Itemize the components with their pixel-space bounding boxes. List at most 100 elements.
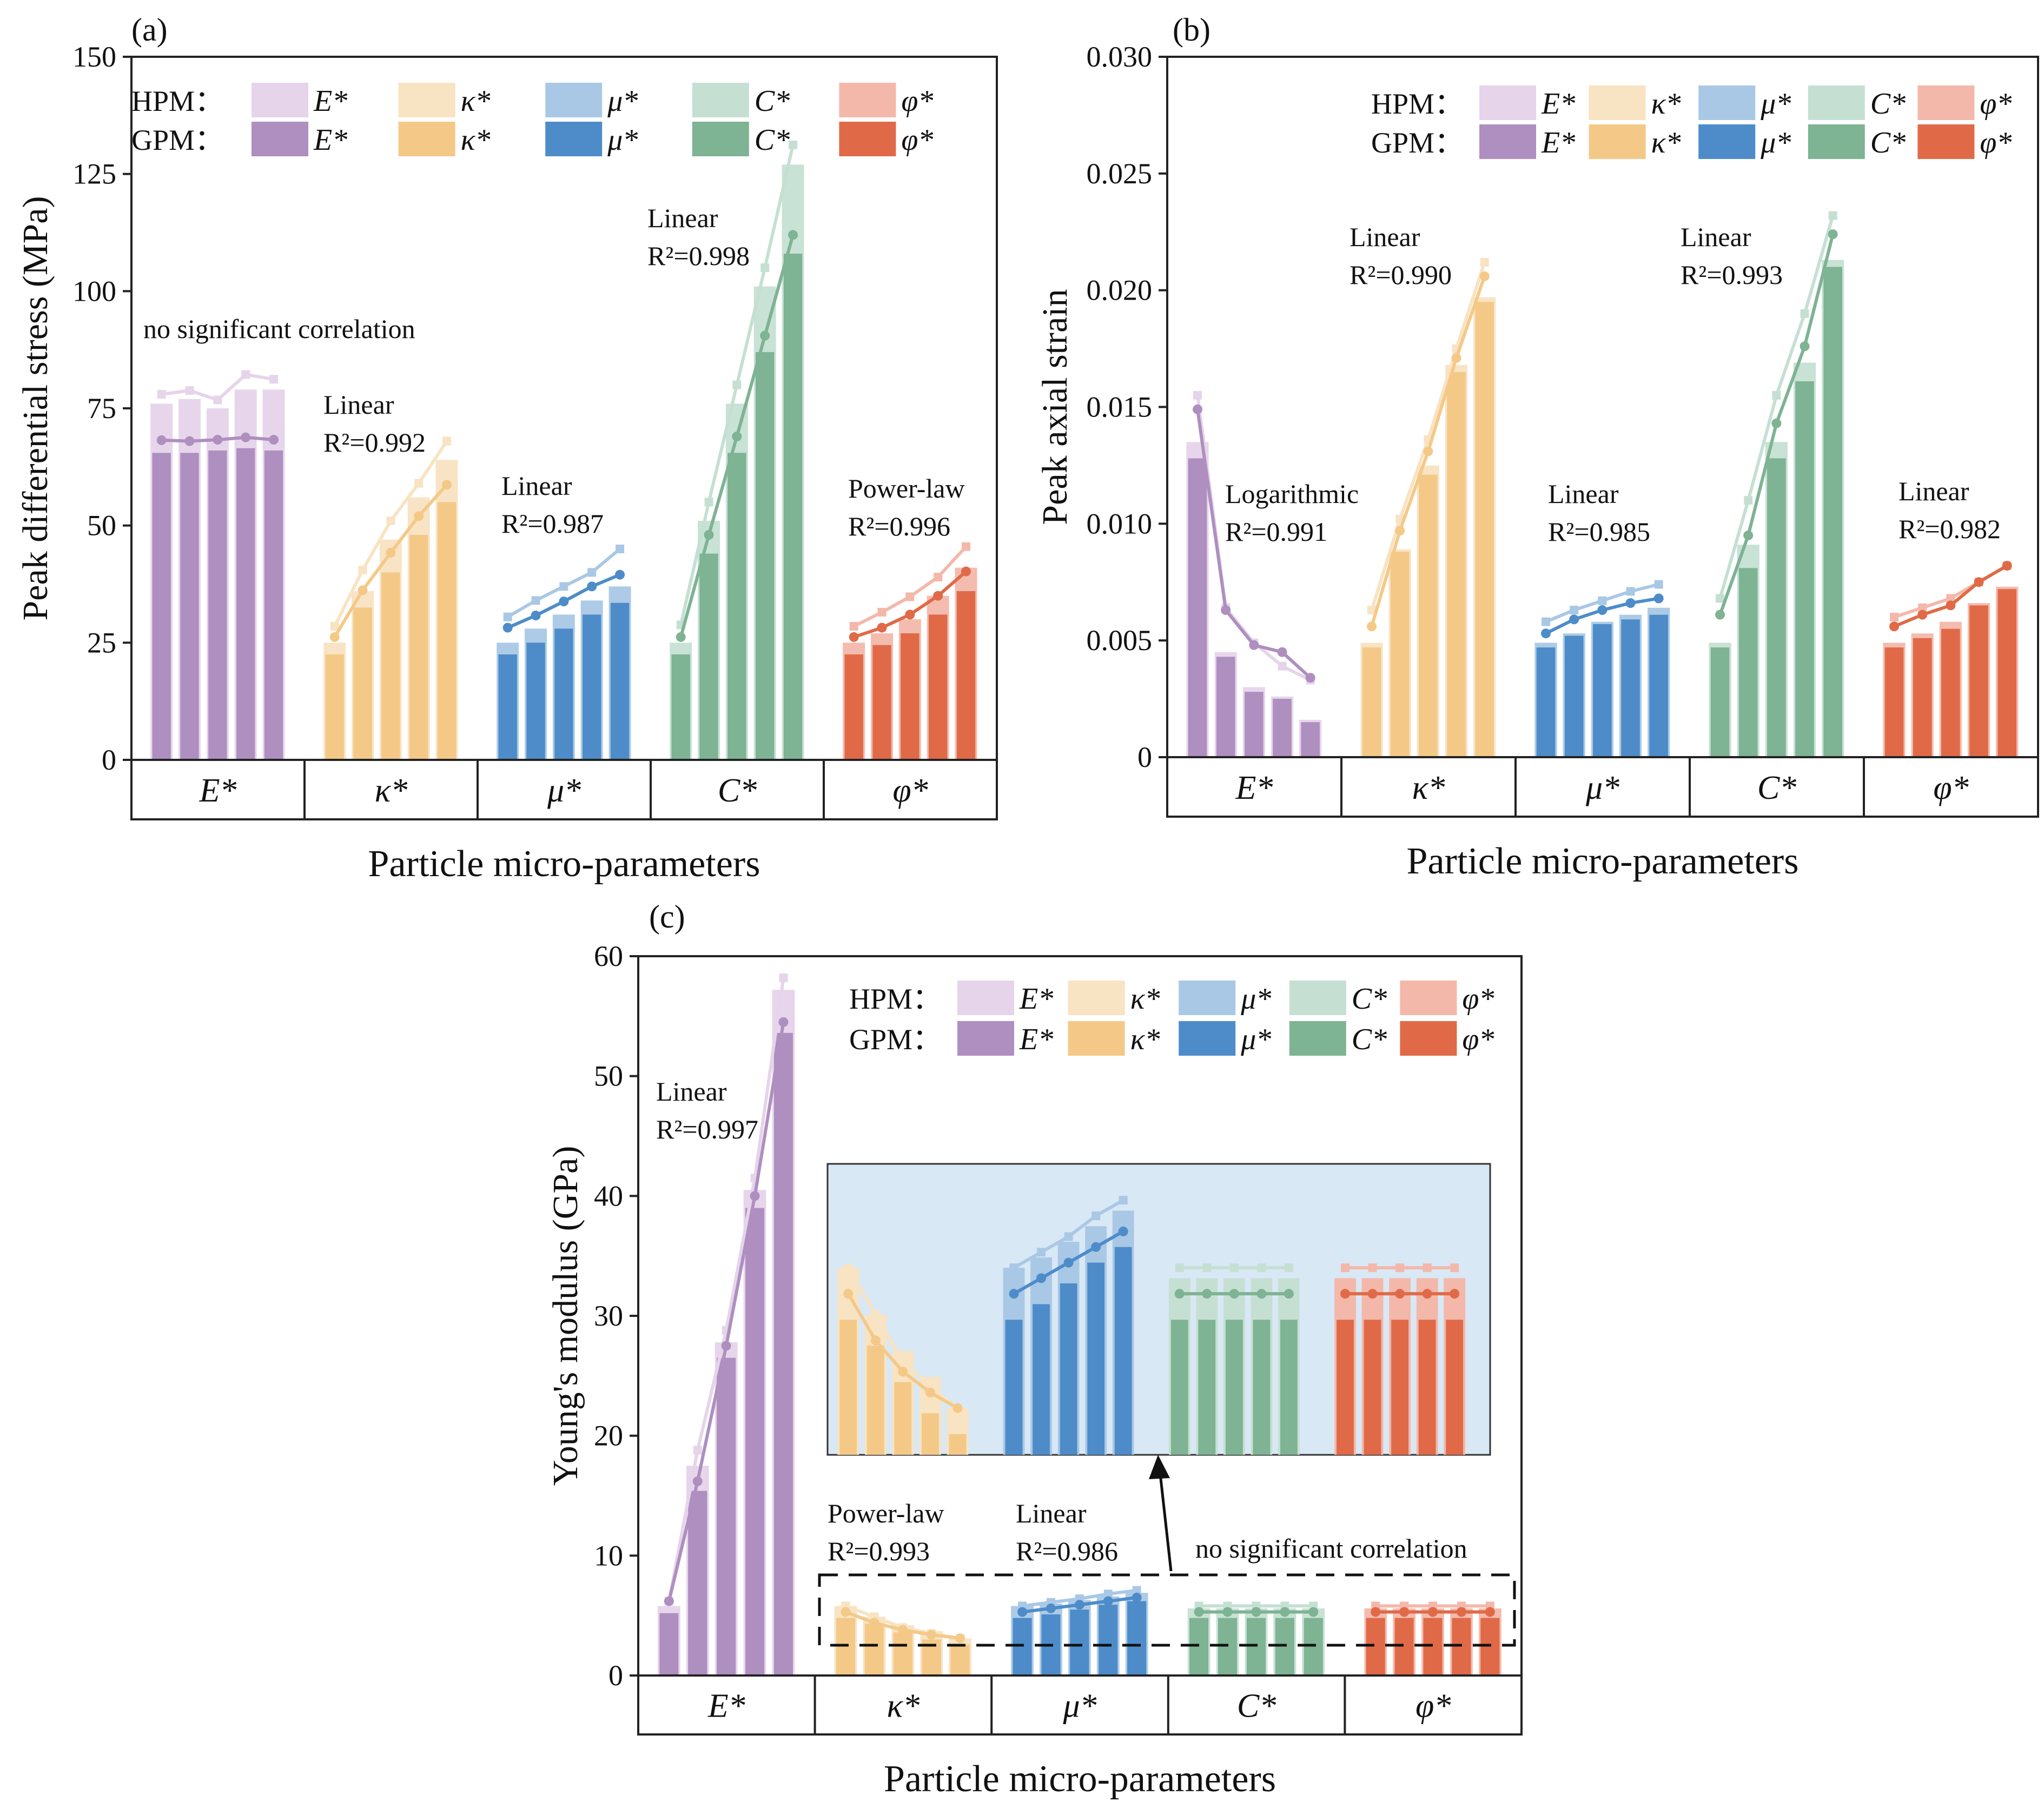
y-axis-label: Young's modulus (GPa): [546, 1146, 585, 1486]
legend-swatch-hpm: [957, 981, 1014, 1015]
inset-hpm-point: [1009, 1263, 1018, 1273]
gpm-point: [869, 1618, 879, 1628]
inset-hpm-point: [1229, 1263, 1239, 1273]
gpm-bar: [554, 628, 573, 760]
hpm-point: [1103, 1590, 1113, 1599]
annotation: R²=0.993: [828, 1536, 930, 1566]
gpm-point: [664, 1596, 674, 1606]
legend-symbol: κ*: [1130, 982, 1160, 1016]
hpm-point: [905, 592, 915, 601]
legend-symbol: E*: [1019, 1023, 1053, 1056]
inset-gpm-bar: [921, 1413, 939, 1455]
gpm-point: [961, 566, 971, 577]
hpm-point: [789, 140, 798, 149]
gpm-point: [615, 569, 625, 580]
hpm-point: [693, 1446, 702, 1455]
hpm-point: [1598, 596, 1607, 605]
y-tick-label: 10: [594, 1539, 623, 1572]
inset-gpm-point: [1395, 1289, 1405, 1299]
hpm-point: [779, 973, 788, 982]
y-axis-label: Peak differential stress (MPa): [16, 196, 55, 620]
gpm-point: [1132, 1592, 1142, 1602]
gpm-point: [721, 1341, 731, 1351]
gpm-bar: [1070, 1610, 1089, 1675]
gpm-point: [841, 1607, 851, 1617]
inset-gpm-bar: [1391, 1320, 1409, 1455]
legend-symbol: E*: [1541, 126, 1575, 160]
legend-swatch-hpm: [1589, 85, 1646, 120]
gpm-point: [1193, 404, 1203, 414]
legend-swatch-hpm: [545, 83, 603, 117]
gpm-bar: [152, 453, 171, 760]
gpm-bar: [1013, 1618, 1032, 1675]
gpm-point: [1423, 446, 1433, 456]
hpm-point: [1918, 603, 1927, 612]
y-tick-label: 0.015: [1087, 391, 1153, 423]
plot-frame: [130, 56, 998, 820]
hpm-point: [503, 612, 512, 621]
legend-swatch-gpm: [398, 122, 455, 156]
gpm-bar: [208, 451, 227, 760]
legend-swatch-gpm: [1698, 124, 1756, 159]
gpm-point: [933, 591, 943, 601]
legend-symbol: C*: [1870, 126, 1906, 160]
hpm-point: [531, 596, 540, 605]
gpm-point: [1194, 1607, 1204, 1617]
legend-symbol: φ*: [901, 84, 933, 118]
hpm-point: [934, 573, 943, 581]
legend-swatch-hpm: [1698, 85, 1756, 120]
inset-gpm-point: [1091, 1242, 1101, 1252]
legend-swatch-gpm: [1289, 1021, 1346, 1056]
gpm-bar: [1273, 699, 1292, 757]
gpm-bar: [381, 572, 400, 760]
gpm-bar: [1564, 635, 1584, 757]
y-tick-label: 125: [72, 158, 116, 190]
gpm-bar: [783, 254, 803, 760]
gpm-point: [442, 480, 452, 490]
hpm-point: [1132, 1586, 1141, 1595]
gpm-point: [1251, 1607, 1261, 1617]
gpm-point: [184, 436, 195, 446]
gpm-point: [358, 585, 368, 595]
gpm-point: [2002, 561, 2012, 571]
category-label: φ*: [1933, 770, 1968, 806]
gpm-point: [1456, 1607, 1466, 1617]
legend-swatch-gpm: [957, 1021, 1014, 1056]
legend-symbol: φ*: [1462, 1023, 1494, 1056]
gpm-bar: [1913, 638, 1932, 757]
category-label: C*: [718, 772, 757, 809]
annotation: Linear: [647, 203, 718, 233]
gpm-point: [1074, 1600, 1084, 1610]
hpm-point: [732, 380, 742, 389]
gpm-point: [1653, 593, 1664, 604]
inset-hpm-point: [1064, 1232, 1073, 1241]
inset-hpm-point: [1423, 1263, 1432, 1273]
gpm-bar: [928, 614, 948, 760]
gpm-point: [414, 511, 424, 521]
hpm-point: [1890, 613, 1899, 621]
gpm-bar: [1189, 1618, 1209, 1675]
annotation: R²=0.993: [1681, 260, 1783, 290]
y-tick-label: 100: [72, 275, 116, 307]
y-tick-label: 0: [608, 1659, 623, 1692]
legend-swatch-gpm: [1917, 124, 1975, 159]
gpm-point: [559, 597, 569, 607]
gpm-point: [213, 435, 223, 445]
panel-label: (c): [649, 899, 685, 935]
gpm-bar: [956, 591, 976, 760]
category-label: μ*: [1585, 770, 1619, 806]
gpm-point: [760, 330, 770, 341]
gpm-bar: [745, 1208, 765, 1675]
gpm-bar: [727, 453, 746, 760]
gpm-point: [241, 432, 251, 442]
gpm-bar: [582, 614, 601, 760]
gpm-bar: [1447, 372, 1466, 757]
inset-hpm-point: [1119, 1196, 1128, 1205]
annotation: Power-law: [828, 1498, 944, 1528]
gpm-bar: [836, 1618, 855, 1675]
gpm-bar: [659, 1613, 679, 1675]
plot-frame: [1166, 56, 2039, 818]
legend-swatch-hpm: [1068, 981, 1125, 1015]
hpm-point: [962, 542, 971, 551]
